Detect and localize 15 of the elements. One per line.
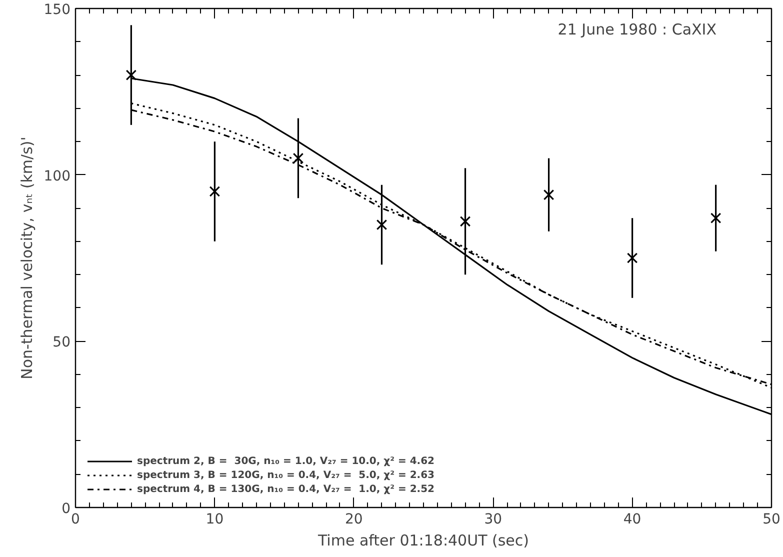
legend-label: spectrum 4, B = 130G, n₁₀ = 0.4, V₂₇ = 1.0, χ² = 2.52 bbox=[137, 483, 434, 495]
y-tick-label: 0 bbox=[62, 501, 71, 517]
x-tick-label: 50 bbox=[762, 512, 780, 528]
y-tick-label: 50 bbox=[52, 334, 71, 351]
legend-label: spectrum 3, B = 120G, n₁₀ = 0.4, V₂₇ = 5.0, χ² = 2.63 bbox=[137, 469, 434, 481]
x-tick-label: 40 bbox=[623, 512, 642, 528]
y-tick-label: 100 bbox=[44, 168, 71, 184]
x-tick-label: 30 bbox=[484, 512, 502, 528]
legend-label: spectrum 2, B = 30G, n₁₀ = 1.0, V₂₇ = 10.0, χ² = 4.62 bbox=[137, 455, 434, 467]
x-axis-title: Time after 01:18:40UT (sec) bbox=[317, 532, 530, 550]
y-axis-title: Non-thermal velocity, vₙₜ (km/s)' bbox=[18, 136, 36, 380]
y-tick-label: 150 bbox=[44, 2, 71, 18]
annotation: 21 June 1980 : CaXIX bbox=[558, 20, 717, 38]
x-tick-label: 10 bbox=[206, 512, 224, 528]
x-tick-label: 20 bbox=[344, 512, 363, 528]
